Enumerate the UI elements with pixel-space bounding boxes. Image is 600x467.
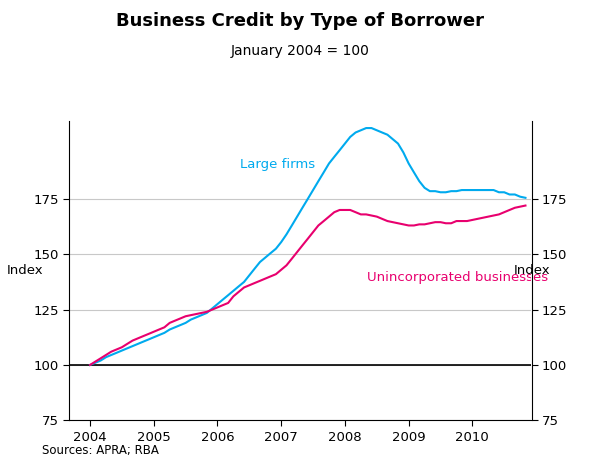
Text: Sources: APRA; RBA: Sources: APRA; RBA (42, 444, 159, 457)
Text: Index: Index (7, 264, 43, 277)
Text: January 2004 = 100: January 2004 = 100 (230, 44, 370, 58)
Text: Business Credit by Type of Borrower: Business Credit by Type of Borrower (116, 12, 484, 30)
Text: Large firms: Large firms (240, 158, 315, 171)
Text: Index: Index (514, 264, 550, 277)
Text: Unincorporated businesses: Unincorporated businesses (367, 271, 548, 284)
